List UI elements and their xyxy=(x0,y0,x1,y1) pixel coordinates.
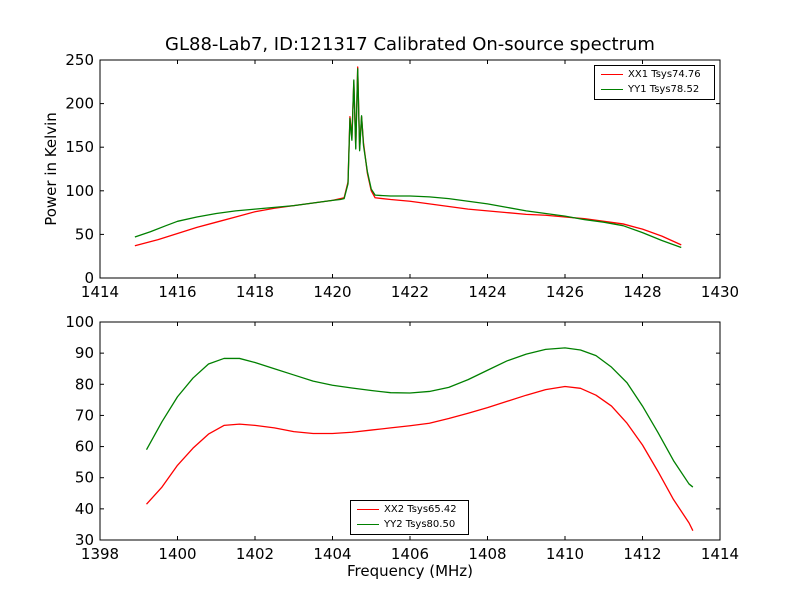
bottom-xtick-label: 1406 xyxy=(391,545,429,563)
legend-label-yy2: YY2 Tsys80.50 xyxy=(384,519,456,530)
top-y-axis-label: Power in Kelvin xyxy=(42,112,60,226)
top-ytick-label: 0 xyxy=(84,269,94,287)
bottom-xtick-label: 1410 xyxy=(546,545,584,563)
bottom-xtick-label: 1408 xyxy=(468,545,506,563)
top-spectrum-plot: 1414 1416 1418 1420 1422 1424 1426 1428 1430 0 50 1… xyxy=(65,51,739,301)
top-ytick-label: 250 xyxy=(65,51,94,69)
bottom-ytick-label: 100 xyxy=(65,313,94,331)
bottom-spectrum-plot: 1398 1400 1402 1404 1406 1408 1410 1412 1414 30 40… xyxy=(65,313,739,563)
top-ytick-label: 100 xyxy=(65,182,94,200)
bottom-series-line-1 xyxy=(145,347,694,488)
bottom-series-line-0 xyxy=(146,385,694,531)
bottom-ytick-label: 90 xyxy=(75,344,94,362)
top-ytick-label: 150 xyxy=(65,138,94,156)
bottom-ytick-label: 50 xyxy=(75,469,94,487)
top-xtick-label: 1430 xyxy=(701,283,739,301)
legend-swatch-xx1 xyxy=(601,74,623,75)
bottom-x-axis-label: Frequency (MHz) xyxy=(346,562,474,580)
bottom-legend: XX2 Tsys65.42 YY2 Tsys80.50 xyxy=(350,500,469,535)
top-xtick-label: 1418 xyxy=(236,283,274,301)
bottom-xtick-label: 1414 xyxy=(701,545,739,563)
legend-swatch-yy1 xyxy=(601,89,623,90)
top-xtick-label: 1426 xyxy=(546,283,584,301)
legend-label-yy1: YY1 Tsys78.52 xyxy=(628,84,700,95)
top-xtick-label: 1416 xyxy=(158,283,196,301)
legend-swatch-yy2 xyxy=(357,524,379,525)
bottom-xtick-label: 1412 xyxy=(623,545,661,563)
bottom-xtick-label: 1400 xyxy=(158,545,196,563)
legend-swatch-xx2 xyxy=(357,509,379,510)
top-ytick-label: 50 xyxy=(75,225,94,243)
top-xtick-label: 1414 xyxy=(81,283,119,301)
bottom-xtick-label: 1402 xyxy=(236,545,274,563)
top-series-line-1 xyxy=(134,68,682,249)
top-xtick-label: 1428 xyxy=(623,283,661,301)
bottom-ytick-label: 40 xyxy=(75,500,94,518)
top-xtick-label: 1422 xyxy=(391,283,429,301)
bottom-xtick-label: 1404 xyxy=(313,545,351,563)
bottom-xtick-label: 1398 xyxy=(81,545,119,563)
top-xtick-label: 1420 xyxy=(313,283,351,301)
top-xtick-label: 1424 xyxy=(468,283,506,301)
legend-label-xx1: XX1 Tsys74.76 xyxy=(628,69,701,80)
figure-title: GL88-Lab7, ID:121317 Calibrated On-sourc… xyxy=(165,34,655,55)
top-ytick-label: 200 xyxy=(65,95,94,113)
top-legend: XX1 Tsys74.76 YY1 Tsys78.52 xyxy=(594,65,715,100)
bottom-ytick-label: 30 xyxy=(75,531,94,549)
bottom-ytick-label: 80 xyxy=(75,375,94,393)
bottom-ytick-label: 60 xyxy=(75,438,94,456)
bottom-ytick-label: 70 xyxy=(75,406,94,424)
legend-label-xx2: XX2 Tsys65.42 xyxy=(384,504,457,515)
